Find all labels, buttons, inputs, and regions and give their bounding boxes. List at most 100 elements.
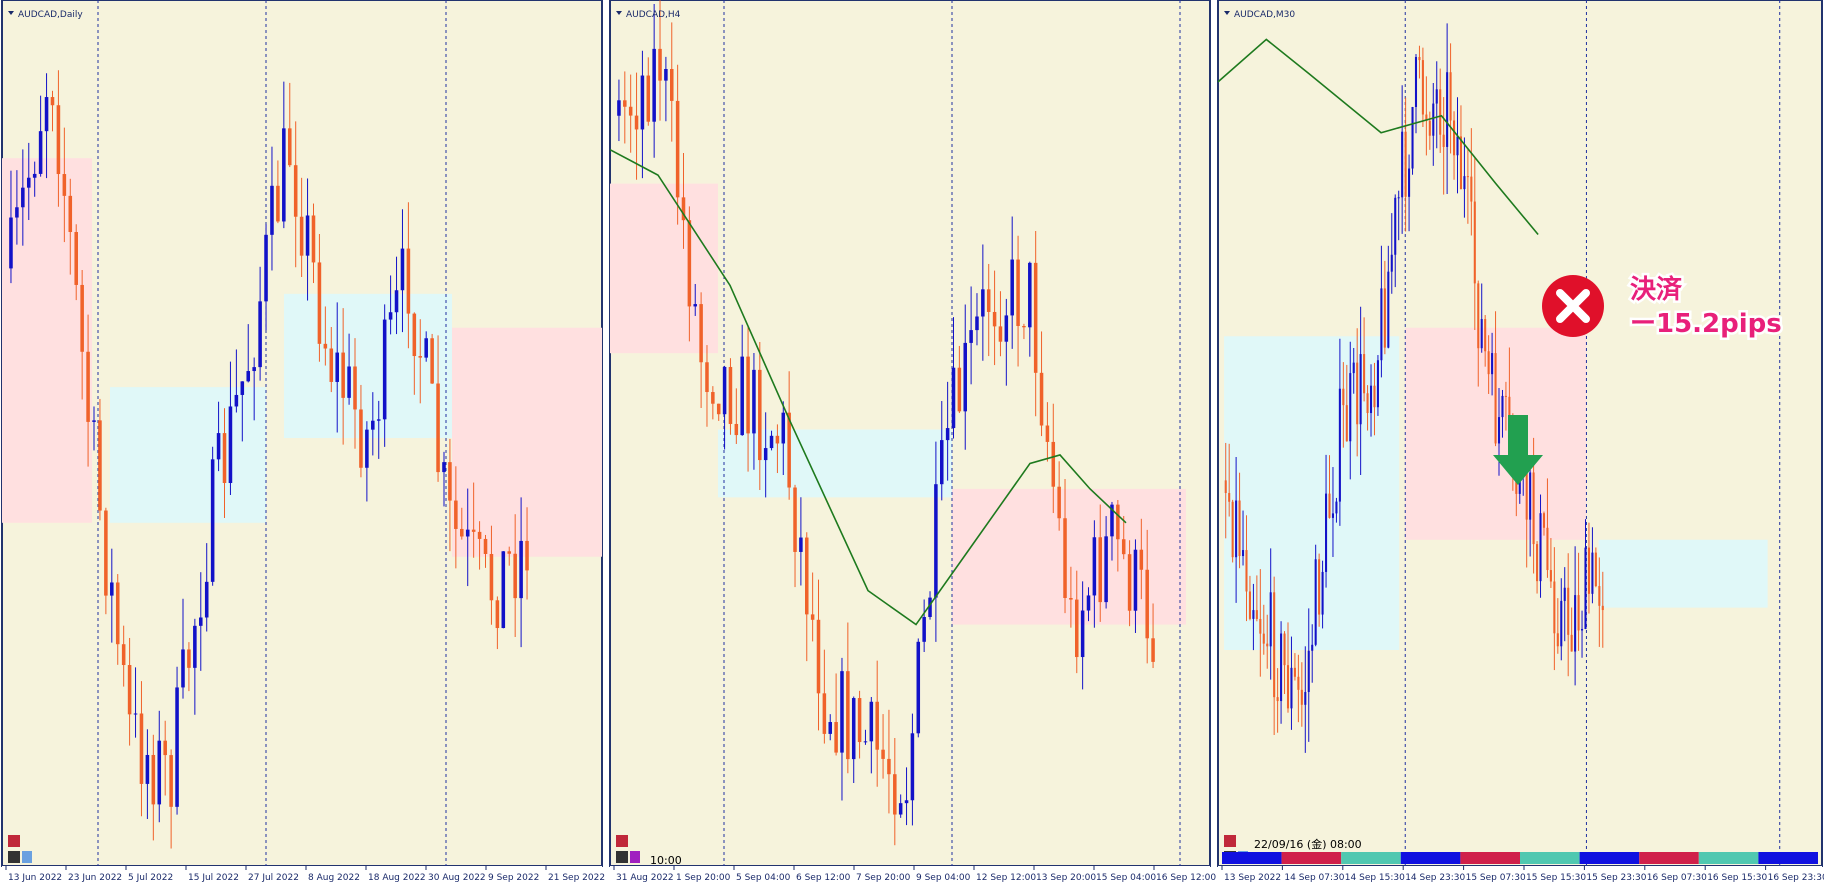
candle-body	[1300, 689, 1303, 705]
x-tick-label: 9 Sep 04:00	[916, 873, 971, 883]
candle-body	[699, 304, 703, 363]
candle-body	[675, 100, 680, 198]
loss-x	[1556, 289, 1590, 323]
candle-body	[722, 366, 727, 415]
candle-body	[222, 433, 227, 484]
candle-body	[628, 106, 633, 116]
candle-body	[394, 290, 399, 313]
candle-body	[1262, 633, 1265, 644]
candle-body	[442, 462, 446, 473]
candle-body	[904, 800, 909, 804]
x-tick-label: 7 Sep 20:00	[856, 873, 911, 883]
crosshair-label: 22/09/16 (金) 08:00	[1254, 837, 1362, 851]
chart-title: AUDCAD,Daily	[18, 10, 83, 20]
candle-body	[92, 420, 96, 422]
candle-body	[1387, 271, 1390, 348]
candle-body	[26, 177, 31, 188]
candle-body	[916, 641, 921, 734]
x-tick-label: 15 Sep 04:00	[1096, 873, 1156, 883]
candle-body	[687, 220, 692, 307]
tool-icon	[22, 851, 32, 863]
axis-bg	[610, 866, 1210, 890]
candle-body	[1104, 536, 1108, 603]
candle-body	[299, 216, 304, 256]
entry-arrow	[1493, 415, 1543, 485]
candle-body	[1255, 610, 1258, 619]
x-tick-label: 16 Sep 12:00	[1156, 873, 1216, 883]
session-bar	[1639, 852, 1699, 864]
candle-body	[1491, 353, 1494, 375]
candle-body	[287, 128, 292, 166]
candle-body	[400, 248, 405, 291]
candle-body	[1245, 550, 1248, 592]
candle-body	[1004, 315, 1009, 342]
candle-body	[477, 531, 482, 539]
candle-body	[793, 487, 797, 552]
zone	[110, 387, 266, 523]
session-bar	[1400, 852, 1461, 864]
candle-body	[1345, 405, 1348, 442]
candle-body	[68, 195, 73, 233]
candle-body	[1453, 120, 1456, 156]
candle-body	[1408, 168, 1411, 197]
candle-body	[1352, 362, 1355, 374]
candle-body	[489, 553, 494, 601]
candle-body	[270, 185, 274, 235]
x-tick-label: 15 Sep 23:30	[1586, 873, 1646, 883]
candle-body	[1584, 547, 1587, 629]
candle-body	[264, 234, 268, 302]
chart-title: AUDCAD,H4	[626, 10, 681, 20]
candle-body	[1411, 106, 1414, 169]
candle-body	[1504, 395, 1507, 397]
candle-body	[652, 48, 656, 122]
candle-body	[1356, 362, 1359, 425]
candle-body	[406, 248, 411, 314]
tool-icon	[616, 835, 628, 847]
candle-body	[957, 367, 962, 412]
candle-body	[175, 687, 179, 807]
candle-body	[1414, 56, 1418, 107]
candle-body	[21, 187, 25, 208]
candle-body	[525, 540, 529, 571]
candle-body	[1307, 650, 1310, 692]
candle-body	[501, 551, 506, 629]
candle-body	[115, 582, 120, 645]
x-tick-label: 16 Sep 23:30	[1768, 873, 1824, 883]
candle-body	[1145, 569, 1149, 639]
candle-body	[1560, 600, 1563, 647]
candle-body	[38, 131, 43, 174]
candle-body	[412, 313, 417, 357]
chart-panel: AUDCAD,Daily 13 Jun 2022 23 Jun 2022 5 Jul …	[1, 0, 605, 890]
candle-body	[460, 528, 464, 537]
candle-body	[311, 215, 316, 263]
candle-body	[1238, 500, 1241, 557]
candle-body	[1241, 550, 1245, 557]
candle-body	[1376, 360, 1379, 408]
candle-body	[969, 330, 973, 343]
x-tick-label: 16 Sep 07:30	[1647, 873, 1707, 883]
candle-body	[376, 419, 381, 421]
candle-body	[104, 510, 108, 596]
candle-body	[1497, 417, 1501, 444]
x-tick-label: 16 Sep 15:30	[1707, 873, 1767, 883]
candle-body	[32, 173, 37, 178]
candle-body	[775, 435, 780, 444]
session-bar	[1579, 852, 1640, 864]
candle-body	[810, 614, 815, 620]
candle-body	[681, 197, 686, 221]
x-tick-label: 12 Sep 12:00	[976, 873, 1036, 883]
candle-body	[799, 537, 803, 552]
candle-body	[204, 581, 209, 618]
candle-body	[1325, 493, 1328, 572]
zone	[1598, 539, 1768, 608]
candle-body	[1116, 504, 1120, 540]
candle-body	[15, 207, 19, 218]
candle-body	[293, 165, 298, 217]
candle-body	[246, 371, 251, 382]
axis-bg	[2, 866, 602, 890]
candle-body	[471, 529, 476, 532]
candle-body	[1098, 537, 1102, 603]
session-bar	[1520, 852, 1580, 864]
